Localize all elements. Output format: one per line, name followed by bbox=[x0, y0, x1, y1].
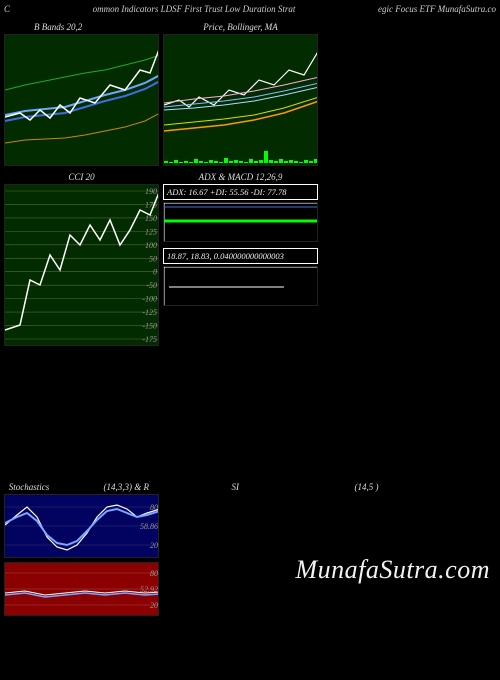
panel-rsi: 8052.9220 bbox=[4, 562, 159, 616]
panel-price: Price, Bollinger, MA bbox=[163, 20, 318, 166]
stoch-label-left: Stochastics bbox=[4, 480, 54, 494]
bbands-chart bbox=[4, 34, 159, 166]
svg-text:-100: -100 bbox=[142, 295, 157, 304]
rsi-chart: 8052.9220 bbox=[4, 562, 159, 616]
macd-info: 18.87, 18.83, 0.040000000000003 bbox=[163, 248, 318, 264]
svg-text:58.86: 58.86 bbox=[140, 522, 158, 531]
panel-adx-macd: ADX & MACD 12,26,9 ADX: 16.67 +DI: 55.56… bbox=[163, 170, 318, 346]
adx-plot bbox=[163, 202, 318, 242]
svg-text:50: 50 bbox=[149, 254, 157, 263]
stoch-label-right: (14,5 ) bbox=[239, 480, 494, 494]
cci-chart: 190175150125100500-50-100-125-150-175 bbox=[4, 184, 159, 346]
header-right: egic Focus ETF MunafaSutra.co bbox=[378, 4, 496, 14]
stoch-label-si: SI bbox=[149, 480, 239, 494]
cci-title: CCI 20 bbox=[4, 170, 159, 184]
stoch-chart: 8058.8620 bbox=[4, 494, 159, 558]
macd-plot bbox=[163, 266, 318, 306]
spacer bbox=[0, 348, 500, 478]
panel-stoch: 8058.8620 bbox=[4, 494, 159, 558]
svg-text:20: 20 bbox=[150, 541, 158, 550]
svg-text:-50: -50 bbox=[146, 281, 157, 290]
watermark: MunafaSutra.com bbox=[295, 555, 490, 585]
svg-text:0: 0 bbox=[153, 268, 157, 277]
svg-text:190: 190 bbox=[145, 187, 157, 196]
svg-text:-175: -175 bbox=[142, 335, 157, 344]
stoch-header-row: Stochastics (14,3,3) & R SI (14,5 ) bbox=[0, 478, 500, 494]
panel-bbands: B Bands 20,2 bbox=[4, 20, 159, 166]
adx-title: ADX & MACD 12,26,9 bbox=[163, 170, 318, 184]
row-top: B Bands 20,2 Price, Bollinger, MA bbox=[0, 18, 500, 168]
svg-text:-125: -125 bbox=[142, 308, 157, 317]
svg-text:100: 100 bbox=[145, 241, 157, 250]
header-mid: ommon Indicators LDSF First Trust Low Du… bbox=[10, 4, 378, 14]
price-title: Price, Bollinger, MA bbox=[163, 20, 318, 34]
page-header: C ommon Indicators LDSF First Trust Low … bbox=[0, 0, 500, 18]
price-chart bbox=[163, 34, 318, 166]
stoch-label-mid: (14,3,3) & R bbox=[54, 480, 149, 494]
svg-text:80: 80 bbox=[150, 569, 158, 578]
row-mid: CCI 20 190175150125100500-50-100-125-150… bbox=[0, 168, 500, 348]
panel-cci: CCI 20 190175150125100500-50-100-125-150… bbox=[4, 170, 159, 346]
svg-text:150: 150 bbox=[145, 214, 157, 223]
row-stoch: 8058.8620 bbox=[0, 494, 500, 560]
stoch-title: Stochastics (14,3,3) & R SI (14,5 ) bbox=[4, 480, 494, 494]
svg-text:-150: -150 bbox=[142, 322, 157, 331]
svg-text:20: 20 bbox=[150, 601, 158, 610]
adx-info: ADX: 16.67 +DI: 55.56 -DI: 77.78 bbox=[163, 184, 318, 200]
bbands-title: B Bands 20,2 bbox=[4, 20, 159, 34]
svg-text:125: 125 bbox=[145, 227, 157, 236]
